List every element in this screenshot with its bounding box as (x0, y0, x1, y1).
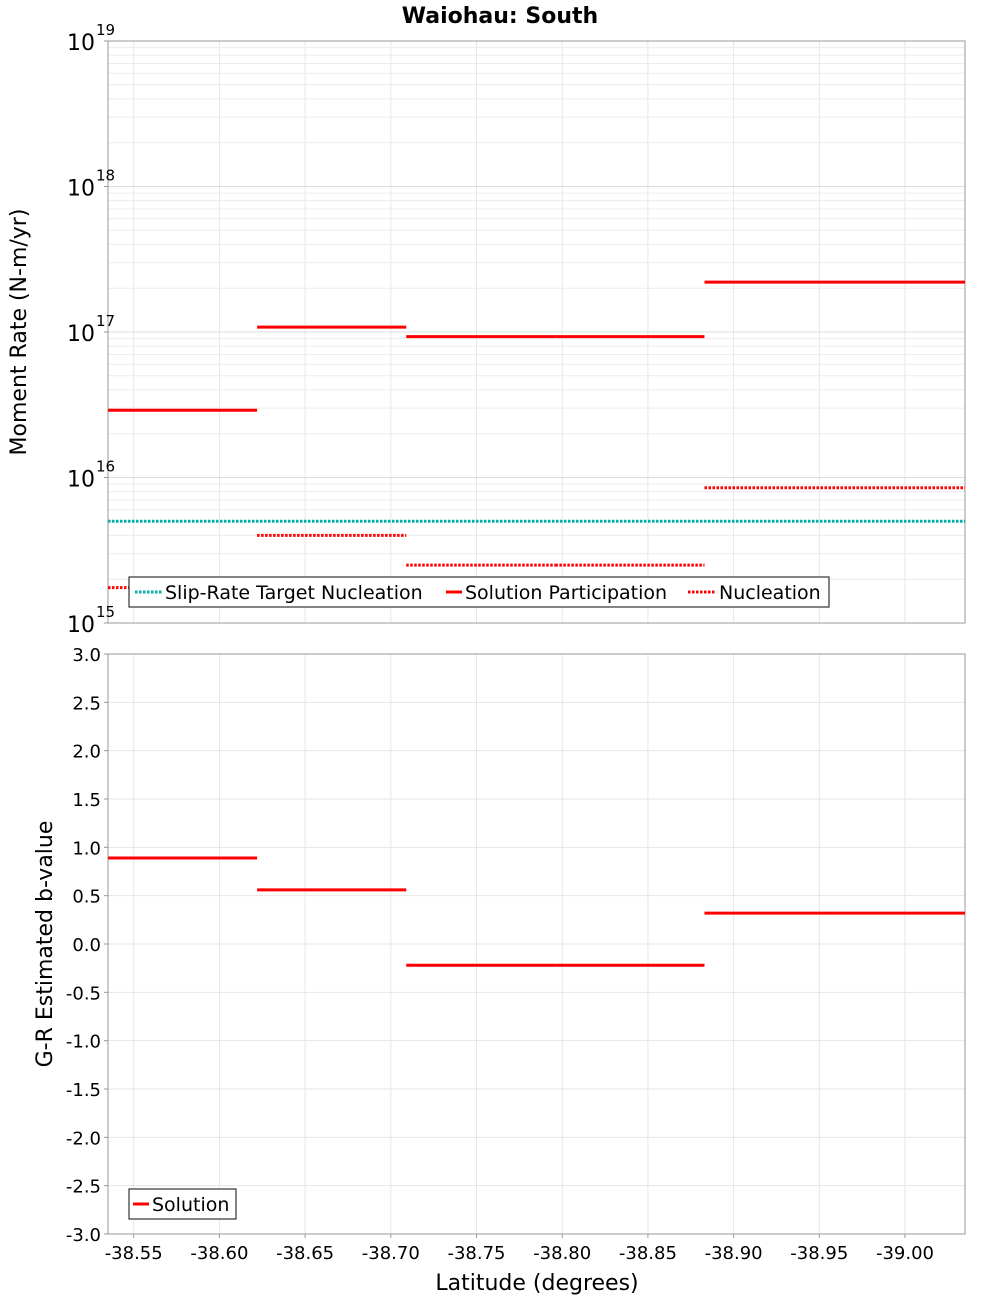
x-tick-label: -38.90 (705, 1243, 763, 1264)
bottom-y-tick-label: 0.0 (72, 935, 101, 956)
top-y-tick-base: 10 (67, 613, 95, 638)
x-tick-label: -38.80 (533, 1243, 591, 1264)
bottom-y-tick-label: 1.0 (72, 838, 101, 859)
x-tick-label: -38.75 (447, 1243, 505, 1264)
top-y-tick-base: 10 (67, 468, 95, 493)
chart-title: Waiohau: South (402, 4, 598, 29)
top-y-tick-exponent: 16 (96, 458, 115, 476)
x-tick-label: -38.55 (105, 1243, 163, 1264)
bottom-y-tick-label: -1.5 (66, 1080, 101, 1101)
legend-label-solution-participation: Solution Participation (465, 582, 667, 604)
top-y-tick-exponent: 15 (96, 603, 115, 621)
bottom-panel-grid (108, 653, 965, 1235)
top-panel-series (108, 280, 965, 590)
bottom-y-tick-label: 2.5 (72, 693, 101, 714)
bottom-y-tick-label: 1.5 (72, 790, 101, 811)
legend-label-nucleation: Nucleation (719, 582, 821, 604)
bottom-y-tick-label: 0.5 (72, 887, 101, 908)
top-y-axis-label: Moment Rate (N-m/yr) (7, 209, 32, 456)
x-tick-label: -39.00 (876, 1243, 934, 1264)
top-y-tick-exponent: 19 (96, 21, 115, 39)
x-tick-label: -38.95 (790, 1243, 848, 1264)
bottom-y-tick-label: -1.0 (66, 1032, 101, 1053)
x-tick-label: -38.60 (190, 1243, 248, 1264)
x-axis-ticks: -38.55 -38.60 -38.65 -38.70 -38.75 -38.80 -38.… (105, 1234, 934, 1264)
top-y-tick-base: 10 (67, 322, 95, 347)
bottom-y-tick-label: -0.5 (66, 983, 101, 1004)
bottom-panel-y-ticks: 3.0 2.5 2.0 1.5 1.0 0.5 0.0 -0.5 -1.0 -1.5 -2.0 -2.… (66, 645, 108, 1246)
top-y-tick-exponent: 18 (96, 167, 115, 185)
top-y-tick-base: 10 (67, 31, 95, 56)
top-panel-grid (108, 41, 965, 624)
legend-label-solution: Solution (152, 1194, 229, 1216)
bottom-y-tick-label: -2.0 (66, 1128, 101, 1149)
bottom-y-tick-label: 2.0 (72, 742, 101, 763)
bottom-y-tick-label: -2.5 (66, 1177, 101, 1198)
bottom-panel-series (108, 856, 965, 967)
x-axis-label: Latitude (degrees) (435, 1271, 638, 1296)
bottom-y-axis-label: G-R Estimated b-value (33, 821, 58, 1068)
top-y-tick-base: 10 (67, 177, 95, 202)
top-legend: Slip-Rate Target Nucleation Solution Par… (128, 576, 830, 608)
bottom-y-tick-label: 3.0 (72, 645, 101, 666)
x-tick-label: -38.70 (362, 1243, 420, 1264)
bottom-legend: Solution (128, 1188, 237, 1220)
x-tick-label: -38.85 (619, 1243, 677, 1264)
legend-label-slip-rate: Slip-Rate Target Nucleation (165, 582, 423, 604)
bottom-y-tick-label: -3.0 (66, 1225, 101, 1246)
top-y-tick-exponent: 17 (96, 312, 115, 330)
x-tick-label: -38.65 (276, 1243, 334, 1264)
